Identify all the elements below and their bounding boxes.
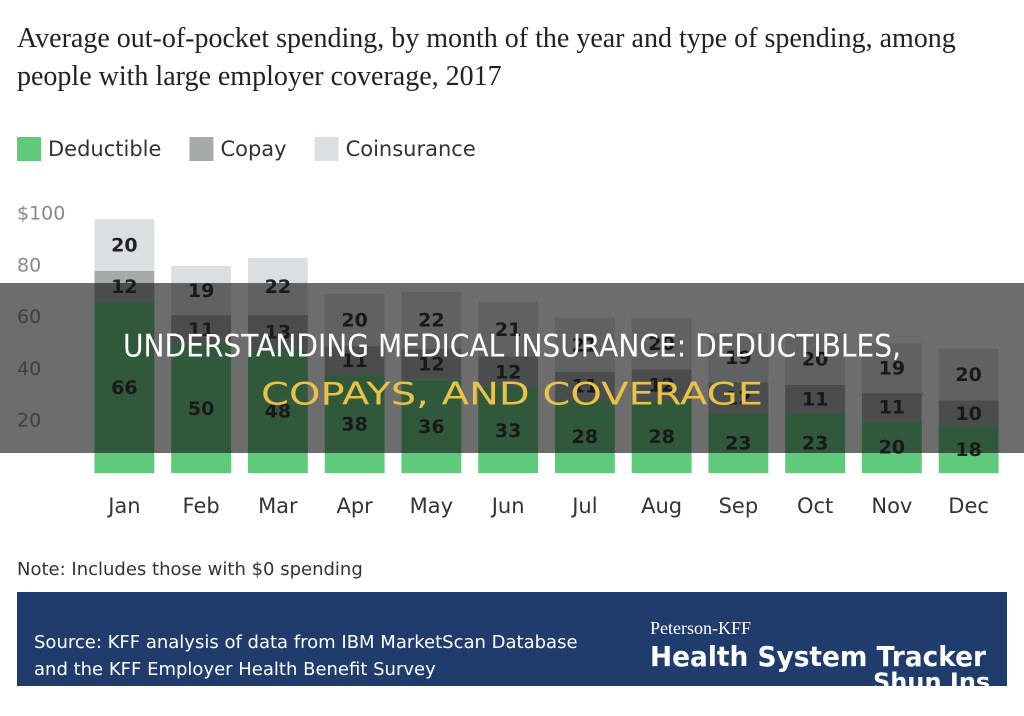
y-tick-label: 80 bbox=[17, 254, 41, 276]
bar-segment bbox=[94, 219, 155, 271]
x-tick-label: Oct bbox=[797, 494, 833, 518]
chart-title: Average out-of-pocket spending, by month… bbox=[17, 23, 956, 92]
x-tick-label: Jul bbox=[570, 494, 597, 518]
legend-swatch bbox=[314, 137, 339, 161]
legend-swatch bbox=[189, 137, 214, 161]
legend-swatch bbox=[17, 137, 41, 161]
overlay bbox=[0, 283, 1024, 453]
brand-top: Peterson-KFF bbox=[650, 618, 751, 638]
watermark: Shun Ins bbox=[873, 668, 990, 696]
legend-label: Copay bbox=[220, 137, 286, 161]
x-tick-label: Mar bbox=[258, 494, 298, 518]
x-tick-label: Nov bbox=[871, 494, 912, 518]
footer-box bbox=[17, 592, 1007, 686]
x-tick-label: Jan bbox=[106, 494, 140, 518]
source: and the KFF Employer Health Benefit Surv… bbox=[34, 659, 436, 680]
x-tick-label: Dec bbox=[948, 494, 989, 518]
legend-label: Deductible bbox=[48, 137, 161, 161]
overlay-title-line: UNDERSTANDING MEDICAL INSURANCE: DEDUCTI… bbox=[123, 329, 901, 365]
x-tick-label: Feb bbox=[183, 494, 220, 518]
x-tick-label: Jun bbox=[490, 494, 525, 518]
x-tick-label: Apr bbox=[336, 494, 373, 518]
data-label: 20 bbox=[111, 235, 137, 257]
overlay-title-line: COPAYS, AND COVERAGE bbox=[261, 377, 763, 413]
note: Note: Includes those with $0 spending bbox=[17, 559, 363, 580]
brand-main: Health System Tracker bbox=[650, 640, 986, 673]
source: Source: KFF analysis of data from IBM Ma… bbox=[34, 632, 578, 653]
y-tick-label: $100 bbox=[17, 203, 65, 225]
x-tick-label: Aug bbox=[641, 494, 682, 518]
x-tick-label: Sep bbox=[719, 494, 759, 518]
x-tick-label: May bbox=[410, 494, 453, 518]
legend-label: Coinsurance bbox=[346, 137, 476, 161]
